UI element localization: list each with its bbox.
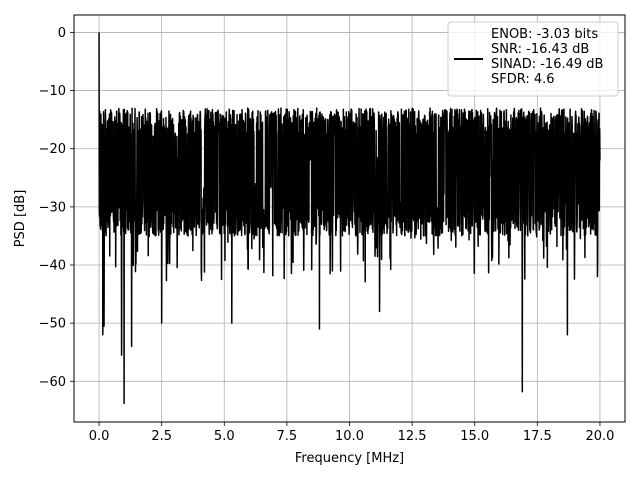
x-tick-label: 20.0 [585,429,614,444]
legend-entry-sfdr: SFDR: 4.6 [491,72,555,87]
psd-series-line [98,32,601,405]
x-tick-label: 17.5 [523,429,552,444]
legend: ENOB: -3.03 bits SNR: -16.43 dB SINAD: -… [447,21,619,97]
y-tick-label: −60 [39,375,66,390]
x-tick-label: 5.0 [214,429,235,444]
x-tick-label: 7.5 [277,429,298,444]
legend-entry-snr: SNR: -16.43 dB [491,42,589,57]
x-tick-label: 2.5 [151,429,172,444]
x-tick-label: 10.0 [335,429,364,444]
y-axis-title: PSD [dB] [13,190,28,248]
legend-entry-sinad: SINAD: -16.49 dB [491,57,603,72]
y-tick-label: −40 [39,259,66,274]
y-tick-label: −30 [39,200,66,215]
y-tick-label: −50 [39,317,66,332]
y-axis: 0 −10 −20 −30 −40 −50 −60 [39,26,74,390]
legend-entry-enob: ENOB: -3.03 bits [491,27,598,42]
x-tick-label: 15.0 [460,429,489,444]
plot-area [98,32,601,405]
x-tick-label: 12.5 [398,429,427,444]
x-axis-title: Frequency [MHz] [295,451,404,466]
y-tick-label: −20 [39,142,66,157]
x-tick-label: 0.0 [89,429,110,444]
x-axis: 0.0 2.5 5.0 7.5 10.0 12.5 15.0 17.5 20.0 [89,422,614,444]
y-tick-label: 0 [58,26,66,41]
y-tick-label: −10 [39,84,66,99]
legend-box [447,21,619,97]
